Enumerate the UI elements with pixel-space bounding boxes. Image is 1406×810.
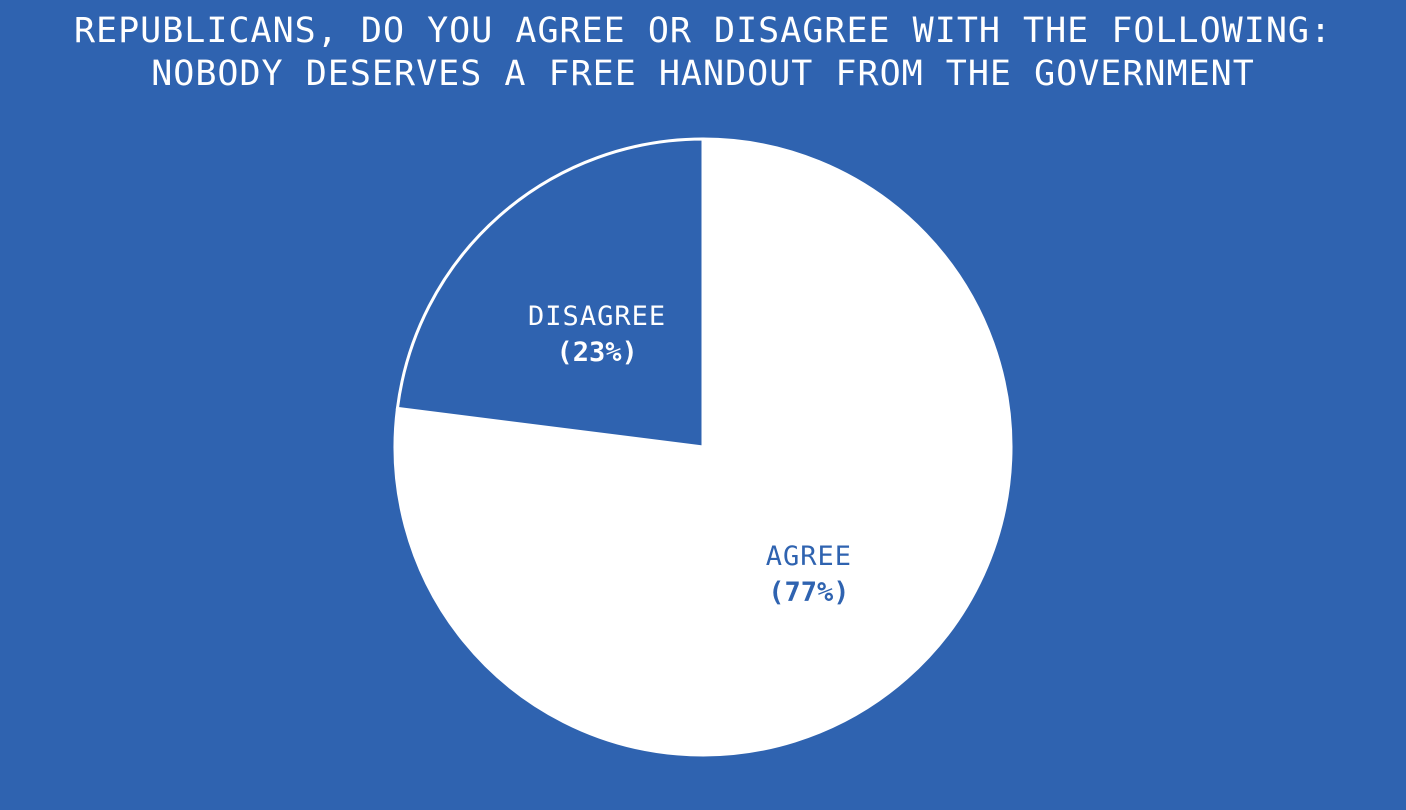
slice-label-agree: AGREE xyxy=(766,541,852,572)
pie-slice-disagree xyxy=(395,137,705,449)
chart-title: REPUBLICANS, DO YOU AGREE OR DISAGREE WI… xyxy=(0,10,1406,96)
slice-value-disagree: (23%) xyxy=(556,337,637,368)
slice-value-agree: (77%) xyxy=(768,577,849,608)
chart-title-line-2: NOBODY DESERVES A FREE HANDOUT FROM THE … xyxy=(151,54,1255,94)
slice-label-disagree: DISAGREE xyxy=(528,301,666,332)
chart-title-line-1: REPUBLICANS, DO YOU AGREE OR DISAGREE WI… xyxy=(73,11,1333,51)
